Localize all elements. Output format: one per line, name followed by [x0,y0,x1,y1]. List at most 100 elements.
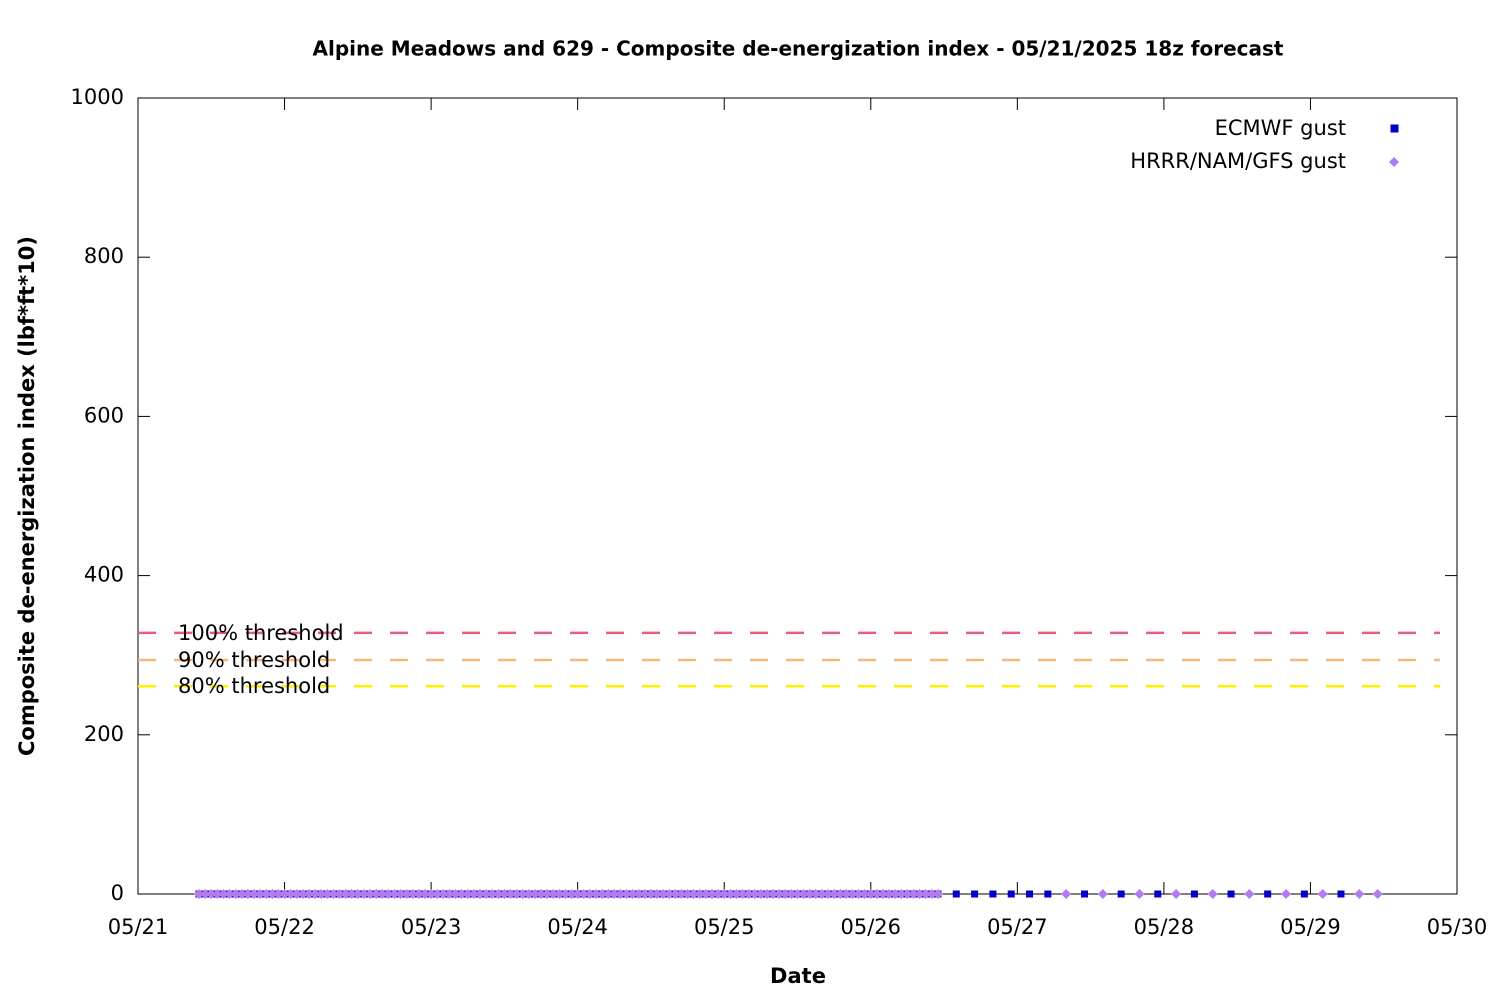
point [920,889,931,899]
point [652,889,663,899]
x-tick-label: 05/23 [401,915,462,939]
threshold-label: 100% threshold [178,621,344,645]
point [1264,890,1272,898]
point [1007,890,1015,898]
x-axis-label: Date [770,964,826,988]
point [499,889,510,899]
point [877,889,888,899]
point [420,889,431,899]
point [279,889,290,899]
chart-title: Alpine Meadows and 629 - Composite de-en… [313,37,1284,61]
point [529,889,540,899]
point [310,889,321,899]
point [841,889,852,899]
point [633,889,644,899]
point [645,889,656,899]
point [989,890,997,898]
point [1081,890,1089,898]
point [725,889,736,899]
point [517,889,528,899]
point [1207,889,1218,899]
point [548,889,559,899]
point [804,889,815,899]
point [322,889,333,899]
point [853,889,864,899]
threshold-label: 80% threshold [178,674,330,698]
point [371,889,382,899]
point [1026,890,1034,898]
point [267,889,278,899]
point [1354,889,1365,899]
point [481,889,492,899]
point [218,889,229,899]
point [908,889,919,899]
point [902,889,913,899]
y-tick-label: 400 [84,563,124,587]
x-tick-label: 05/29 [1280,915,1341,939]
point [719,889,730,899]
point [774,889,785,899]
point [523,889,534,899]
x-tick-label: 05/26 [841,915,902,939]
legend-label: HRRR/NAM/GFS gust [1130,149,1346,173]
y-tick-label: 1000 [71,85,124,109]
point [1300,890,1308,898]
point [676,889,687,899]
point [261,889,272,899]
point [456,889,467,899]
point [952,890,960,898]
point [792,889,803,899]
point [255,889,266,899]
point [603,889,614,899]
point [291,889,302,899]
x-tick-label: 05/27 [987,915,1048,939]
point [249,889,260,899]
point [206,889,217,899]
point [786,889,797,899]
point [542,889,553,899]
legend-swatch [1390,124,1399,133]
point [1227,890,1235,898]
point [658,889,669,899]
point [590,889,601,899]
point [377,889,388,899]
point [810,889,821,899]
point [682,889,693,899]
point [340,889,351,899]
point [432,889,443,899]
point [890,889,901,899]
point [835,889,846,899]
point [621,889,632,899]
point [780,889,791,899]
point [1061,889,1072,899]
point [700,889,711,899]
threshold-label: 90% threshold [178,648,330,672]
point [334,889,345,899]
point [212,889,223,899]
point [1190,890,1198,898]
x-tick-label: 05/22 [254,915,315,939]
point [505,889,516,899]
point [713,889,724,899]
point [932,889,943,899]
point [578,889,589,899]
point [200,889,211,899]
point [823,889,834,899]
y-axis-label: Composite de-energization index (lbf*ft*… [15,236,39,756]
point [749,889,760,899]
point [236,889,247,899]
point [365,889,376,899]
point [413,889,424,899]
point [572,889,583,899]
point [1171,889,1182,899]
point [303,889,314,899]
point [816,889,827,899]
point [554,889,565,899]
point [798,889,809,899]
point [358,889,369,899]
point [737,889,748,899]
point [597,889,608,899]
point [664,889,675,899]
point [971,890,979,898]
